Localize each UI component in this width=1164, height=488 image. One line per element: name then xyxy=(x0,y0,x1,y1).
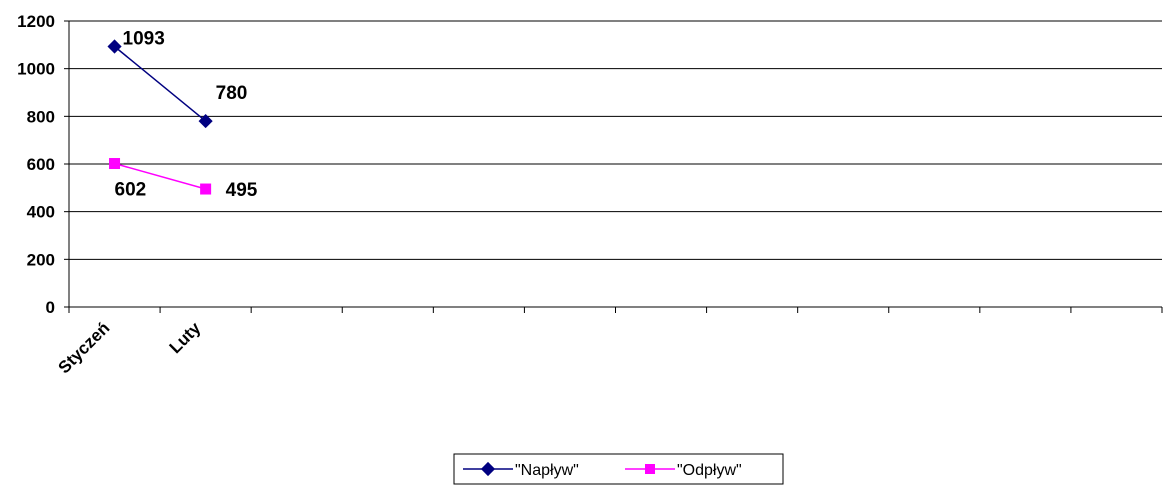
series-1-point-1 xyxy=(200,183,212,195)
x-tick-label-1: Luty xyxy=(166,318,205,357)
y-tick-label-400: 400 xyxy=(27,203,55,222)
y-tick-label-800: 800 xyxy=(27,107,55,126)
gridlines xyxy=(69,20,1162,260)
data-label-series-1-point-0: 602 xyxy=(115,180,147,201)
legend: "Napływ" "Odpływ" xyxy=(453,453,784,485)
series-group xyxy=(107,39,213,195)
x-axis: Styczeń Luty xyxy=(55,306,1163,377)
legend-marker-odplyw xyxy=(645,464,655,474)
y-tick-label-200: 200 xyxy=(27,250,55,269)
legend-label-odplyw: "Odpływ" xyxy=(677,462,742,479)
y-tick-label-1000: 1000 xyxy=(17,60,55,79)
legend-label-naplyw: "Napływ" xyxy=(515,462,579,479)
y-tick-label-600: 600 xyxy=(27,155,55,174)
data-labels: 1093 780 602 495 xyxy=(115,29,258,202)
data-label-series-0-point-1: 780 xyxy=(216,83,248,104)
legend-marker-naplyw xyxy=(480,461,496,477)
series-line-1 xyxy=(114,162,206,190)
y-tick-label-1200: 1200 xyxy=(17,12,55,31)
y-tick-label-0: 0 xyxy=(46,298,55,317)
series-1-point-0 xyxy=(109,158,121,170)
data-label-series-0-point-0: 1093 xyxy=(123,29,165,50)
x-tick-label-0: Styczeń xyxy=(55,318,114,377)
y-axis: 0 200 400 600 800 1000 1200 xyxy=(17,12,70,317)
series-line-0 xyxy=(114,45,207,122)
data-label-series-1-point-1: 495 xyxy=(226,180,258,201)
